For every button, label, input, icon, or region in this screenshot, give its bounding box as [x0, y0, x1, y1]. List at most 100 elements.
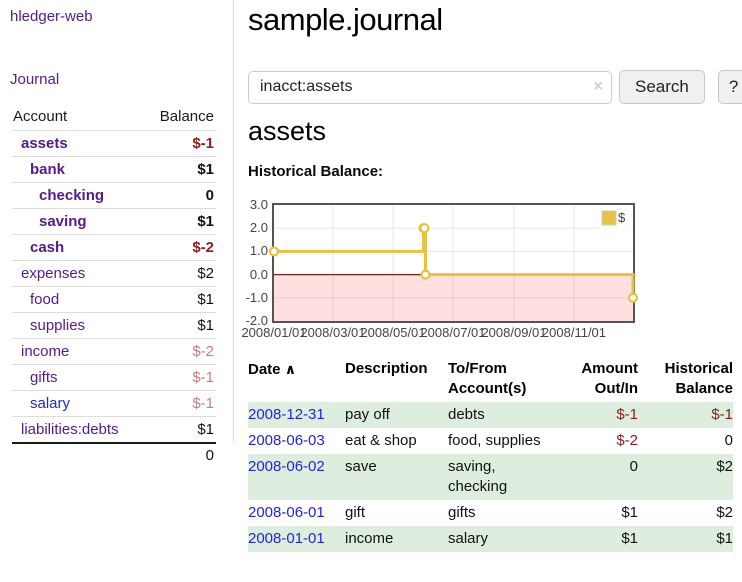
account-balance: $1 — [144, 286, 216, 313]
transaction-balance: $2 — [716, 458, 733, 475]
x-axis-tick-label: 2008/11/01 — [541, 325, 607, 340]
register-row: 2008-06-02 save saving, checking 0 $2 — [248, 454, 733, 500]
transaction-date-link[interactable]: 2008-06-01 — [248, 504, 325, 521]
brand-link[interactable]: hledger-web — [10, 8, 93, 25]
y-axis-tick-label: -2.0 — [245, 313, 268, 328]
account-balance: $-1 — [144, 130, 216, 157]
transaction-description: pay off — [345, 406, 390, 423]
account-link[interactable]: food — [30, 291, 60, 308]
account-link[interactable]: liabilities:debts — [21, 421, 119, 438]
account-row: bank $1 — [12, 156, 216, 183]
register-header-amount: Amount Out/In — [581, 360, 638, 397]
account-row: expenses $2 — [12, 260, 216, 287]
y-axis-tick-label: -1.0 — [245, 289, 268, 305]
account-balance: $-1 — [144, 364, 216, 391]
register-row: 2008-06-01 gift gifts $1 $2 — [248, 500, 733, 526]
transaction-accounts: gifts — [448, 504, 476, 521]
account-balance: $-2 — [144, 234, 216, 261]
account-balance: $1 — [144, 156, 216, 183]
account-heading: assets — [248, 116, 327, 146]
y-axis-tick-label: 2.0 — [249, 220, 268, 236]
transaction-balance: $1 — [716, 530, 733, 547]
x-axis-tick-label: 2008/03/01 — [300, 325, 366, 340]
register-row: 2008-06-03 eat & shop food, supplies $-2 0 — [248, 428, 733, 454]
transaction-amount: $-2 — [616, 432, 638, 449]
help-button[interactable]: ? — [717, 70, 742, 104]
search-form: × Search ? — [248, 70, 742, 104]
account-row: assets $-1 — [12, 130, 216, 157]
account-balance: $2 — [144, 260, 216, 287]
account-link[interactable]: supplies — [30, 317, 86, 334]
accounts-header-balance: Balance — [159, 108, 214, 125]
page-title: sample.journal — [248, 2, 443, 37]
transaction-amount: $1 — [621, 530, 638, 547]
y-axis-tick-label: 3.0 — [249, 197, 268, 212]
x-axis-tick-label: 2008/07/01 — [420, 325, 486, 340]
account-balance: $1 — [144, 208, 216, 235]
chart-canvas: $ — [268, 205, 639, 321]
x-axis-tick-label: 2008/01/01 — [241, 325, 307, 340]
register-row: 2008-01-01 income salary $1 $1 — [248, 526, 733, 552]
accounts-total-value: 0 — [144, 442, 216, 467]
legend-label: $ — [618, 210, 626, 225]
y-axis-tick-label: 1.0 — [249, 243, 268, 259]
transaction-description: eat & shop — [345, 432, 417, 449]
account-link[interactable]: checking — [39, 187, 105, 204]
sidebar-item-journal[interactable]: Journal — [10, 71, 60, 88]
transaction-description: gift — [345, 504, 366, 521]
register-row: 2008-12-31 pay off debts $-1 $-1 — [248, 402, 733, 428]
search-box: × — [248, 70, 612, 104]
account-row: saving $1 — [12, 208, 216, 235]
chart-title: Historical Balance: — [248, 163, 384, 180]
search-button[interactable]: Search — [619, 70, 705, 104]
account-balance: $-1 — [144, 390, 216, 417]
register-header-date[interactable]: Date ∧ — [248, 361, 297, 378]
register-header-description: Description — [345, 360, 428, 377]
x-axis-tick-label: 2008/05/01 — [360, 325, 426, 340]
account-link[interactable]: gifts — [30, 369, 58, 386]
account-balance: $-2 — [144, 338, 216, 365]
chart-plot-area: $ — [268, 203, 639, 323]
sort-ascending-icon: ∧ — [284, 361, 297, 377]
transaction-accounts: debts — [448, 406, 485, 423]
transaction-balance: $2 — [716, 504, 733, 521]
x-axis-tick-label: 2008/09/01 — [481, 325, 547, 340]
account-link[interactable]: expenses — [21, 265, 86, 282]
transaction-balance: 0 — [724, 432, 733, 449]
legend-swatch — [601, 210, 617, 226]
transaction-description: save — [345, 458, 377, 475]
account-row: salary $-1 — [12, 390, 216, 417]
account-balance: $1 — [144, 416, 216, 443]
register-header-accounts: To/From Account(s) — [448, 360, 527, 397]
transaction-date-link[interactable]: 2008-06-02 — [248, 458, 325, 475]
transaction-date-link[interactable]: 2008-12-31 — [248, 406, 325, 423]
account-balance: 0 — [144, 182, 216, 209]
account-link[interactable]: bank — [30, 161, 66, 178]
sidebar-divider — [233, 0, 234, 442]
accounts-header-account: Account — [13, 108, 68, 125]
transaction-date-link[interactable]: 2008-01-01 — [248, 530, 325, 547]
account-row: food $1 — [12, 286, 216, 313]
account-link[interactable]: assets — [21, 135, 68, 152]
account-row: supplies $1 — [12, 312, 216, 339]
transaction-accounts: saving, checking — [448, 458, 508, 495]
accounts-total-row: 0 — [12, 442, 216, 467]
clear-search-icon[interactable]: × — [593, 77, 603, 95]
account-row: checking 0 — [12, 182, 216, 209]
account-row: liabilities:debts $1 — [12, 416, 216, 443]
transaction-amount: 0 — [629, 458, 638, 475]
transaction-balance: $-1 — [711, 406, 733, 423]
account-row: income $-2 — [12, 338, 216, 365]
account-link[interactable]: saving — [39, 213, 87, 230]
account-link[interactable]: cash — [30, 239, 65, 256]
account-link[interactable]: salary — [30, 395, 71, 412]
transaction-date-link[interactable]: 2008-06-03 — [248, 432, 325, 449]
register-table: Date ∧ Description To/From Account(s) Am… — [248, 358, 733, 552]
search-input[interactable] — [248, 70, 612, 104]
transaction-accounts: salary — [448, 530, 489, 547]
transaction-accounts: food, supplies — [448, 432, 541, 449]
register-header-balance: Historical Balance — [664, 360, 733, 397]
account-link[interactable]: income — [21, 343, 70, 360]
register-table-header: Date ∧ Description To/From Account(s) Am… — [248, 358, 733, 402]
